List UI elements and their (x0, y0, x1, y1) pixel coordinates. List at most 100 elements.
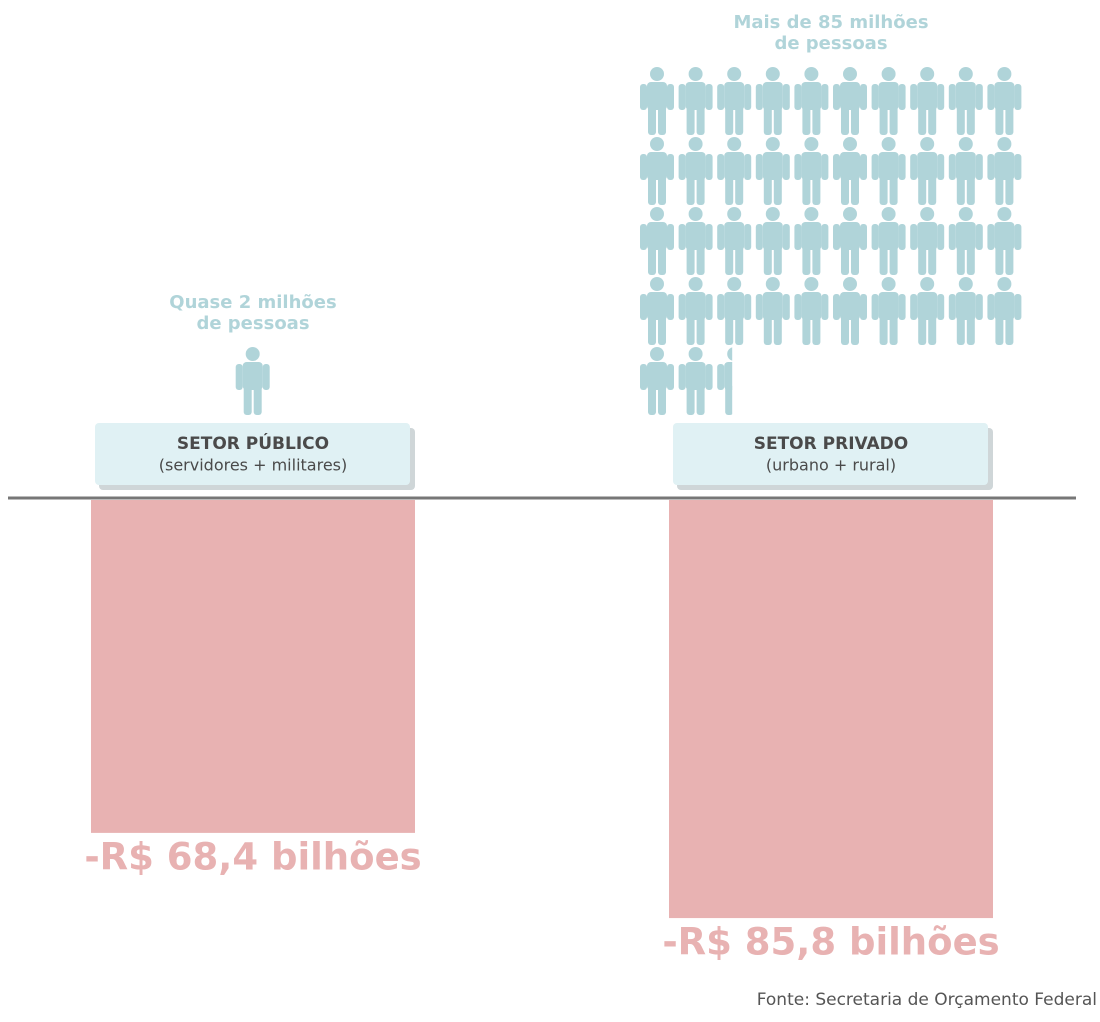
icon-leg (956, 175, 965, 205)
value-label: -R$ 85,8 bilhões (662, 921, 999, 964)
icon-leg (956, 245, 965, 275)
icon-leg (735, 245, 744, 275)
icon-leg (889, 315, 898, 345)
icon-arm (860, 294, 867, 320)
icon-arm (782, 84, 790, 110)
icon-head (727, 137, 742, 151)
icon-arm (794, 294, 802, 320)
icon-arm (705, 294, 713, 320)
icon-torso (917, 292, 938, 320)
icon-arm (833, 294, 840, 320)
icon-head (650, 137, 664, 151)
icon-arm (755, 294, 763, 320)
icon-leg (658, 315, 666, 345)
icon-head (804, 137, 819, 151)
source: Fonte: Secretaria de Orçamento Federal (757, 990, 1097, 1010)
person-icon (717, 277, 752, 345)
icon-leg (763, 315, 772, 345)
icon-leg (841, 105, 849, 135)
person-icon (755, 137, 790, 205)
icon-leg (253, 385, 262, 415)
person-icon (910, 277, 945, 345)
icon-torso (762, 82, 783, 110)
icon-torso (801, 292, 822, 320)
icon-leg (648, 175, 656, 205)
person-icon (948, 207, 983, 275)
icon-arm (262, 364, 270, 390)
icon-arm (678, 364, 686, 390)
icon-arm (782, 294, 790, 320)
category-subtitle: (urbano + rural) (766, 456, 896, 475)
icon-arm (744, 364, 751, 390)
icon-leg (658, 105, 666, 135)
icon-arm (755, 154, 763, 180)
icon-leg (879, 245, 888, 275)
icon-arm (667, 154, 674, 180)
icon-head (765, 277, 780, 291)
category-box (673, 423, 988, 485)
icon-leg (735, 315, 744, 345)
icon-torso (840, 292, 860, 320)
icon-leg (841, 175, 849, 205)
icon-leg (918, 315, 927, 345)
icon-arm (987, 84, 995, 110)
icon-arm (871, 154, 879, 180)
icon-arm (975, 294, 983, 320)
icon-leg (686, 315, 695, 345)
person-icon (948, 277, 983, 345)
icon-head (997, 137, 1012, 151)
people-label: Quase 2 milhões (169, 292, 336, 313)
icon-leg (956, 315, 965, 345)
person-icon (794, 67, 829, 135)
icon-head (958, 207, 973, 221)
icon-arm (948, 224, 956, 250)
icon-arm (910, 154, 918, 180)
icon-leg (773, 105, 782, 135)
icon-arm (937, 84, 945, 110)
icon-arm (782, 154, 790, 180)
icon-leg (918, 105, 927, 135)
person-icon (640, 207, 674, 275)
person-icon (833, 67, 867, 135)
icon-arm (705, 84, 713, 110)
icon-leg (773, 175, 782, 205)
icon-arm (860, 84, 867, 110)
icon-head (920, 207, 935, 221)
icon-arm (987, 294, 995, 320)
icon-leg (851, 175, 859, 205)
person-icon (794, 207, 829, 275)
icon-leg (802, 245, 811, 275)
person-icon (717, 137, 752, 205)
icon-leg (812, 175, 821, 205)
icon-arm (667, 364, 674, 390)
icon-leg (966, 315, 975, 345)
icon-torso (917, 82, 938, 110)
icon-leg (928, 105, 937, 135)
icon-arm (640, 154, 647, 180)
bar (91, 500, 415, 833)
icon-torso (724, 222, 745, 250)
icon-leg (696, 385, 705, 415)
icon-leg (995, 245, 1004, 275)
icon-arm (1014, 84, 1022, 110)
icon-leg (696, 245, 705, 275)
icon-leg (658, 245, 666, 275)
icon-leg (686, 385, 695, 415)
icon-head (843, 67, 857, 81)
icon-head (920, 277, 935, 291)
icon-arm (821, 84, 829, 110)
icon-leg (773, 245, 782, 275)
icon-head (765, 137, 780, 151)
icon-leg (648, 245, 656, 275)
person-icon (910, 137, 945, 205)
icon-leg (918, 175, 927, 205)
icon-arm (948, 294, 956, 320)
person-icon (987, 277, 1022, 345)
icon-leg (763, 105, 772, 135)
icon-head (958, 277, 973, 291)
icon-arm (1014, 294, 1022, 320)
icon-arm (705, 224, 713, 250)
people-label: de pessoas (196, 313, 309, 334)
